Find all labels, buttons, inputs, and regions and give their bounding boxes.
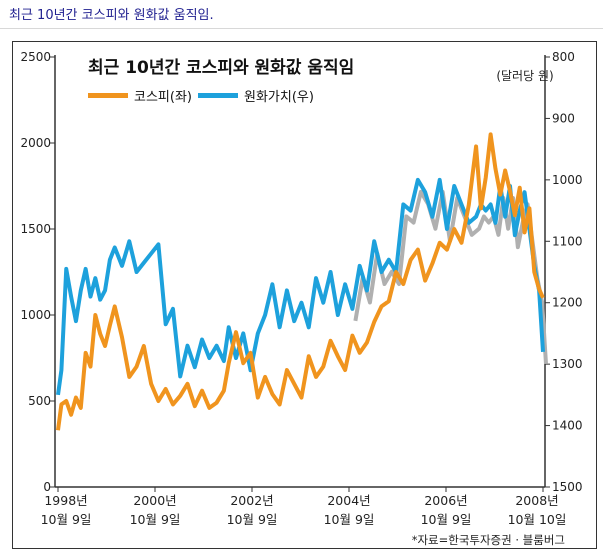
left-tick-label: 1000 xyxy=(20,308,51,322)
right-axis-unit: (달러당 원) xyxy=(496,69,553,83)
left-tick-label: 1500 xyxy=(20,222,51,236)
left-tick-label: 2000 xyxy=(20,136,51,150)
x-tick-year: 2002년 xyxy=(230,493,273,508)
right-tick-label: 1000 xyxy=(552,173,583,187)
won-shadow-line xyxy=(353,189,548,364)
right-tick-label: 800 xyxy=(552,50,575,64)
x-tick-date: 10월 9일 xyxy=(324,512,375,527)
x-tick-date: 10월 9일 xyxy=(130,512,181,527)
right-tick-label: 1100 xyxy=(552,234,583,248)
legend: 코스피(좌) 원화가치(우) xyxy=(88,90,314,105)
x-tick-date: 10월 9일 xyxy=(41,512,92,527)
legend-swatch-kospi xyxy=(88,93,128,98)
right-tick-label: 1500 xyxy=(552,480,583,494)
left-tick-label: 500 xyxy=(28,394,51,408)
page-caption: 최근 10년간 코스피와 원화값 움직임. xyxy=(9,8,214,23)
left-tick-label: 0 xyxy=(43,480,51,494)
x-tick-year: 2008년 xyxy=(515,493,558,508)
source-note: *자료=한국투자증권 · 블룸버그 xyxy=(412,533,565,547)
x-tick-date: 10월 10일 xyxy=(508,512,567,527)
left-tick-label: 2500 xyxy=(20,50,51,64)
right-tick-label: 1300 xyxy=(552,357,583,371)
kospi-line xyxy=(56,132,545,431)
right-tick-label: 1400 xyxy=(552,419,583,433)
chart-frame xyxy=(12,41,597,549)
right-tick-label: 1200 xyxy=(552,296,583,310)
left-axis-ticks: 2500 2000 1500 1000 500 0 xyxy=(20,50,55,494)
legend-label-kospi: 코스피(좌) xyxy=(134,90,192,105)
legend-swatch-won xyxy=(198,93,238,98)
won-value-line xyxy=(56,177,545,396)
series-lines xyxy=(56,132,548,431)
caption-divider xyxy=(0,28,603,29)
x-tick-year: 2000년 xyxy=(133,493,176,508)
x-tick-date: 10월 9일 xyxy=(421,512,472,527)
x-axis-ticks: 1998년 10월 9일 2000년 10월 9일 2002년 10월 9일 2004년 10… xyxy=(41,487,567,527)
x-tick-date: 10월 9일 xyxy=(227,512,278,527)
x-tick-year: 1998년 xyxy=(44,493,87,508)
x-tick-year: 2006년 xyxy=(424,493,467,508)
legend-label-won: 원화가치(우) xyxy=(244,90,314,105)
right-axis-ticks: 800 900 1000 1100 1200 1300 1400 1500 xyxy=(545,50,583,494)
right-tick-label: 900 xyxy=(552,111,575,125)
x-tick-year: 2004년 xyxy=(327,493,370,508)
chart-title: 최근 10년간 코스피와 원화값 움직임 xyxy=(88,57,354,78)
